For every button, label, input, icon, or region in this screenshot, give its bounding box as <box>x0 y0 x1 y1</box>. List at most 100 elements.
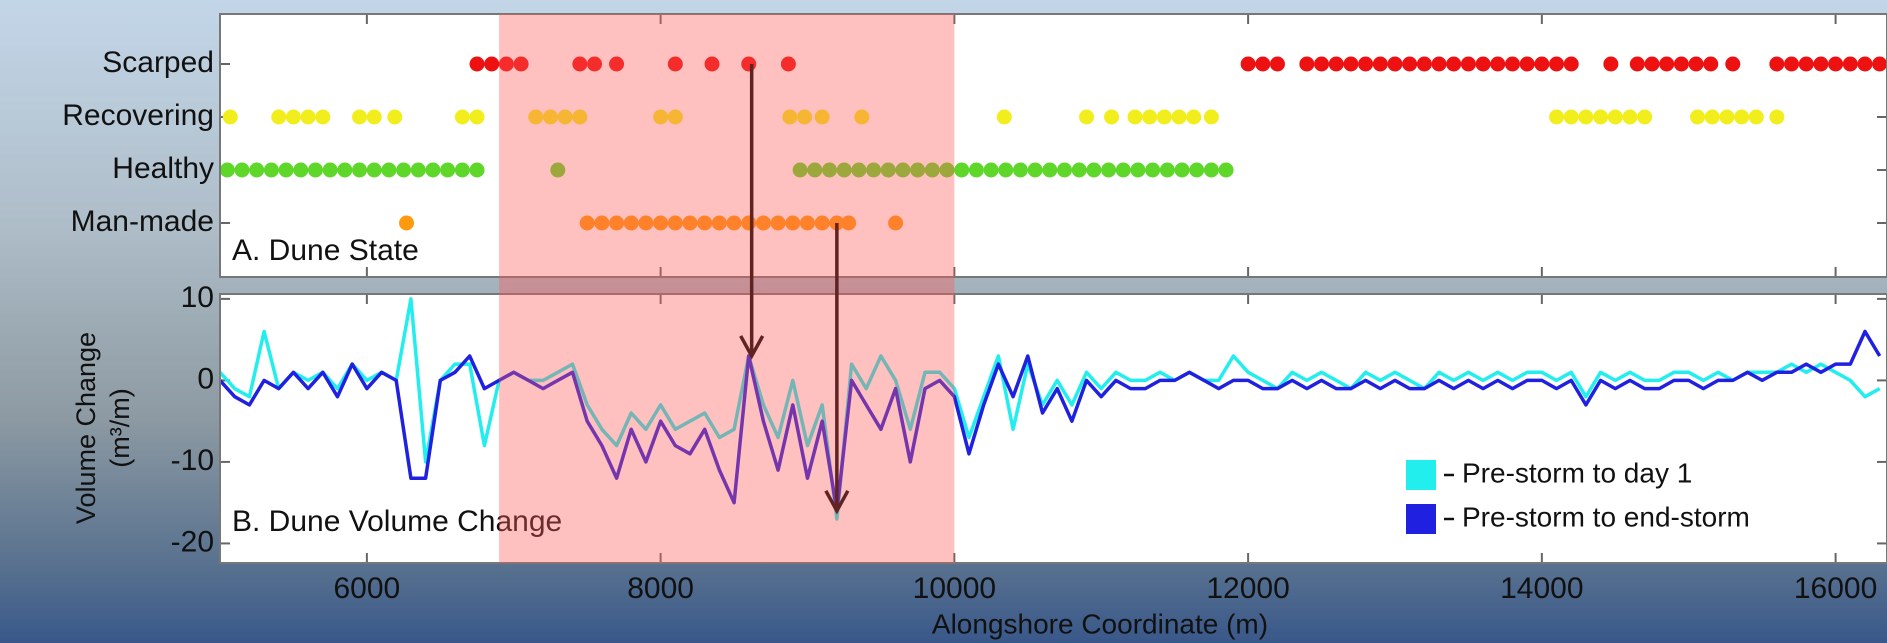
dot <box>469 56 485 72</box>
dot <box>278 162 294 178</box>
dot <box>1104 109 1120 125</box>
dot <box>1127 109 1143 125</box>
dot <box>1504 56 1520 72</box>
dot <box>851 162 867 178</box>
dot <box>352 109 368 125</box>
dot <box>895 162 911 178</box>
dot <box>1725 56 1741 72</box>
dot <box>1079 109 1095 125</box>
dot <box>1071 162 1087 178</box>
dot <box>1828 56 1844 72</box>
dot <box>854 109 870 125</box>
legend-label: Pre-storm to end-storm <box>1462 501 1750 532</box>
dot <box>322 162 338 178</box>
dot <box>704 56 720 72</box>
y-axis-title: Volume Change <box>71 332 101 524</box>
dot <box>572 109 588 125</box>
dot <box>300 109 316 125</box>
dot <box>726 215 742 231</box>
dot <box>1769 56 1785 72</box>
dot <box>785 215 801 231</box>
dot <box>315 109 331 125</box>
panel-b-background <box>220 294 1887 563</box>
x-tick-label: 10000 <box>913 572 996 605</box>
legend-swatch <box>1406 460 1436 490</box>
dot <box>1549 56 1565 72</box>
dot <box>1872 56 1887 72</box>
dot <box>1549 109 1565 125</box>
dot <box>1622 109 1638 125</box>
dot <box>352 162 368 178</box>
dot <box>1145 162 1161 178</box>
dot <box>1593 109 1609 125</box>
y-tick-label: 0 <box>197 362 214 395</box>
dot <box>880 162 896 178</box>
dot <box>1416 56 1432 72</box>
dot <box>366 162 382 178</box>
dot <box>498 56 514 72</box>
dot <box>399 215 415 231</box>
dot <box>410 162 426 178</box>
dot <box>682 215 698 231</box>
panel-a-title: A. Dune State <box>232 234 419 267</box>
dot <box>1240 56 1256 72</box>
dot <box>469 162 485 178</box>
dot <box>1490 56 1506 72</box>
dot <box>1842 56 1858 72</box>
dot <box>587 56 603 72</box>
y-tick-label: -20 <box>171 525 214 558</box>
x-tick-label: 14000 <box>1500 572 1583 605</box>
dot <box>1748 109 1764 125</box>
dot <box>1659 56 1675 72</box>
dot <box>1189 162 1205 178</box>
dot <box>594 215 610 231</box>
dot <box>1142 109 1158 125</box>
dot <box>888 215 904 231</box>
dot <box>307 162 323 178</box>
dot <box>381 162 397 178</box>
arrow-head <box>824 489 850 515</box>
dot <box>263 162 279 178</box>
dot <box>1387 56 1403 72</box>
dot <box>1042 162 1058 178</box>
dot <box>1690 109 1706 125</box>
dot <box>1101 162 1117 178</box>
dot <box>1673 56 1689 72</box>
dot <box>513 56 529 72</box>
dot <box>425 162 441 178</box>
dot <box>711 215 727 231</box>
dot <box>293 162 309 178</box>
dot <box>1734 109 1750 125</box>
dot <box>469 109 485 125</box>
dot <box>770 215 786 231</box>
dot <box>1534 56 1550 72</box>
dot <box>528 109 544 125</box>
dot <box>1460 56 1476 72</box>
dot <box>440 162 456 178</box>
dot <box>866 162 882 178</box>
dot <box>1578 109 1594 125</box>
dot <box>1475 56 1491 72</box>
dot <box>667 56 683 72</box>
legend-swatch <box>1406 504 1436 534</box>
dot <box>697 215 713 231</box>
dot <box>1372 56 1388 72</box>
dot <box>1156 109 1172 125</box>
axes-frame <box>219 13 1887 278</box>
dot <box>1703 56 1719 72</box>
dot <box>996 109 1012 125</box>
dot <box>1607 109 1623 125</box>
dot <box>954 162 970 178</box>
dot <box>1057 162 1073 178</box>
dot <box>968 162 984 178</box>
dot <box>1688 56 1704 72</box>
dot <box>1012 162 1028 178</box>
dot <box>822 162 838 178</box>
dot <box>638 215 654 231</box>
dot <box>1644 56 1660 72</box>
dot <box>234 162 250 178</box>
y-tick-label: 10 <box>181 281 214 314</box>
dot <box>285 109 301 125</box>
